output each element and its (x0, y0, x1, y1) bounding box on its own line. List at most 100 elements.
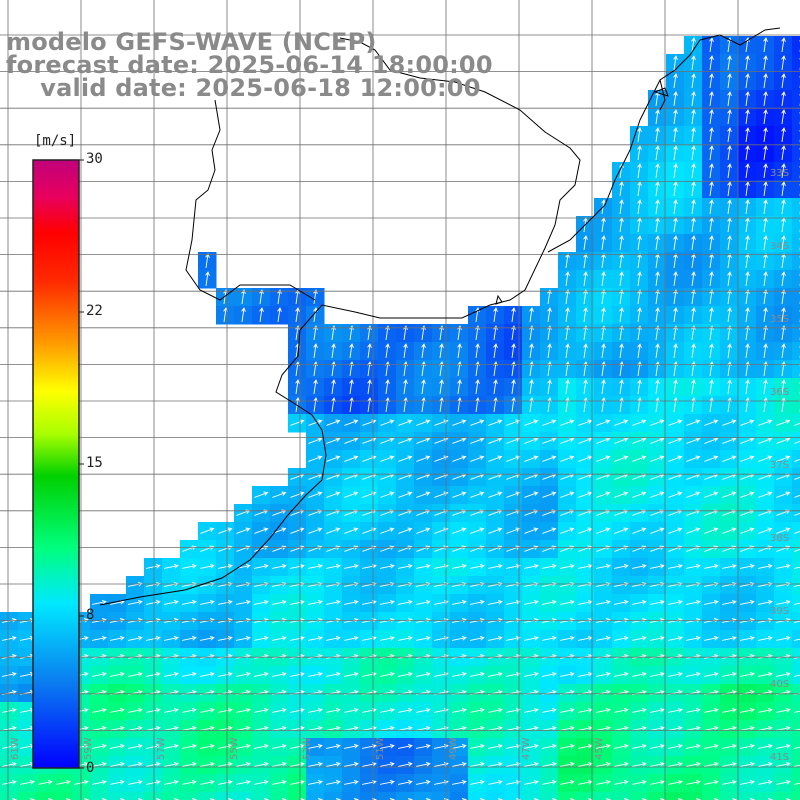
wind-arrow (542, 617, 557, 623)
wind-arrow (200, 563, 215, 569)
wind-arrow (2, 671, 17, 677)
wind-arrow (398, 761, 413, 767)
wind-arrow (470, 725, 485, 731)
wind-arrow (686, 743, 701, 749)
wind-cell (792, 324, 800, 343)
wind-arrow (619, 181, 624, 196)
wind-arrow (691, 379, 696, 394)
wind-arrow (709, 55, 714, 70)
wind-arrow (524, 599, 539, 605)
wind-arrow (470, 491, 485, 498)
wind-arrow (380, 455, 395, 462)
wind-arrow (524, 455, 539, 462)
wind-arrow (727, 307, 732, 322)
wind-arrow (452, 725, 467, 731)
wind-arrow (745, 289, 750, 304)
wind-arrow (488, 491, 503, 498)
wind-arrow (182, 761, 197, 767)
wind-arrow (632, 707, 647, 713)
wind-arrow (272, 617, 287, 623)
wind-arrow (290, 707, 305, 713)
wind-cell (342, 792, 361, 800)
longitude-label: 47W (521, 737, 532, 760)
wind-arrow (475, 325, 480, 340)
wind-arrow (547, 397, 552, 412)
wind-arrow (367, 325, 372, 340)
wind-arrow (632, 779, 647, 785)
wind-arrow (506, 761, 521, 767)
wind-arrow (727, 73, 732, 88)
wind-cell (792, 144, 800, 163)
wind-cell (792, 612, 800, 631)
wind-arrow (452, 437, 467, 444)
wind-arrow (439, 325, 444, 340)
wind-arrow (254, 635, 269, 641)
wind-arrow (200, 599, 215, 605)
wind-arrow (601, 397, 606, 412)
wind-arrow (560, 707, 575, 713)
wind-arrow (650, 599, 665, 605)
wind-cell (702, 792, 721, 800)
wind-arrow (655, 127, 660, 142)
wind-arrow (560, 761, 575, 767)
wind-arrow (403, 325, 408, 340)
wind-arrow (2, 779, 17, 785)
wind-arrow (254, 599, 269, 605)
wind-arrow (344, 491, 359, 498)
wind-arrow (686, 635, 701, 641)
wind-arrow (452, 671, 467, 677)
wind-arrow (583, 343, 588, 358)
wind-arrow (668, 707, 683, 713)
wind-cell (162, 792, 181, 800)
wind-arrow (655, 343, 660, 358)
wind-arrow (470, 779, 485, 785)
wind-arrow (583, 379, 588, 394)
wind-arrow (367, 379, 372, 394)
wind-arrow (758, 617, 773, 623)
wind-arrow (452, 779, 467, 785)
wind-cell (108, 792, 127, 800)
wind-arrow (668, 617, 683, 623)
wind-cell (468, 792, 487, 800)
wind-arrow (380, 491, 395, 498)
wind-arrow (164, 671, 179, 677)
wind-arrow (686, 437, 701, 444)
wind-cell (558, 792, 577, 800)
wind-arrow (416, 491, 431, 498)
wind-arrow (493, 397, 498, 412)
wind-arrow (218, 761, 233, 767)
wind-arrow (632, 599, 647, 605)
wind-arrow (740, 599, 755, 605)
wind-speed-cells (0, 36, 800, 800)
wind-arrow (110, 671, 125, 677)
wind-cell (288, 792, 307, 800)
wind-arrow (380, 743, 395, 749)
wind-arrow (385, 379, 390, 394)
wind-cell (792, 630, 800, 649)
wind-arrow (344, 617, 359, 623)
wind-arrow (758, 455, 773, 462)
wind-cell (792, 306, 800, 325)
wind-arrow (596, 743, 611, 749)
wind-arrow (488, 563, 503, 569)
wind-arrow (470, 761, 485, 767)
wind-arrow (794, 530, 800, 534)
wind-arrow (403, 397, 408, 412)
wind-arrow (596, 707, 611, 713)
wind-arrow (146, 599, 161, 605)
wind-arrow (614, 599, 629, 605)
wind-arrow (146, 707, 161, 713)
wind-arrow (596, 671, 611, 677)
wind-cell (792, 558, 800, 577)
wind-arrow (475, 379, 480, 394)
wind-arrow (650, 671, 665, 677)
wind-arrow (601, 343, 606, 358)
wind-arrow (745, 199, 750, 214)
wind-arrow (781, 73, 786, 88)
wind-cell (378, 792, 397, 800)
wind-arrow (308, 725, 323, 731)
wind-arrow (367, 343, 372, 358)
wind-arrow (619, 379, 624, 394)
wind-arrow (506, 707, 521, 713)
wind-arrow (637, 307, 642, 322)
